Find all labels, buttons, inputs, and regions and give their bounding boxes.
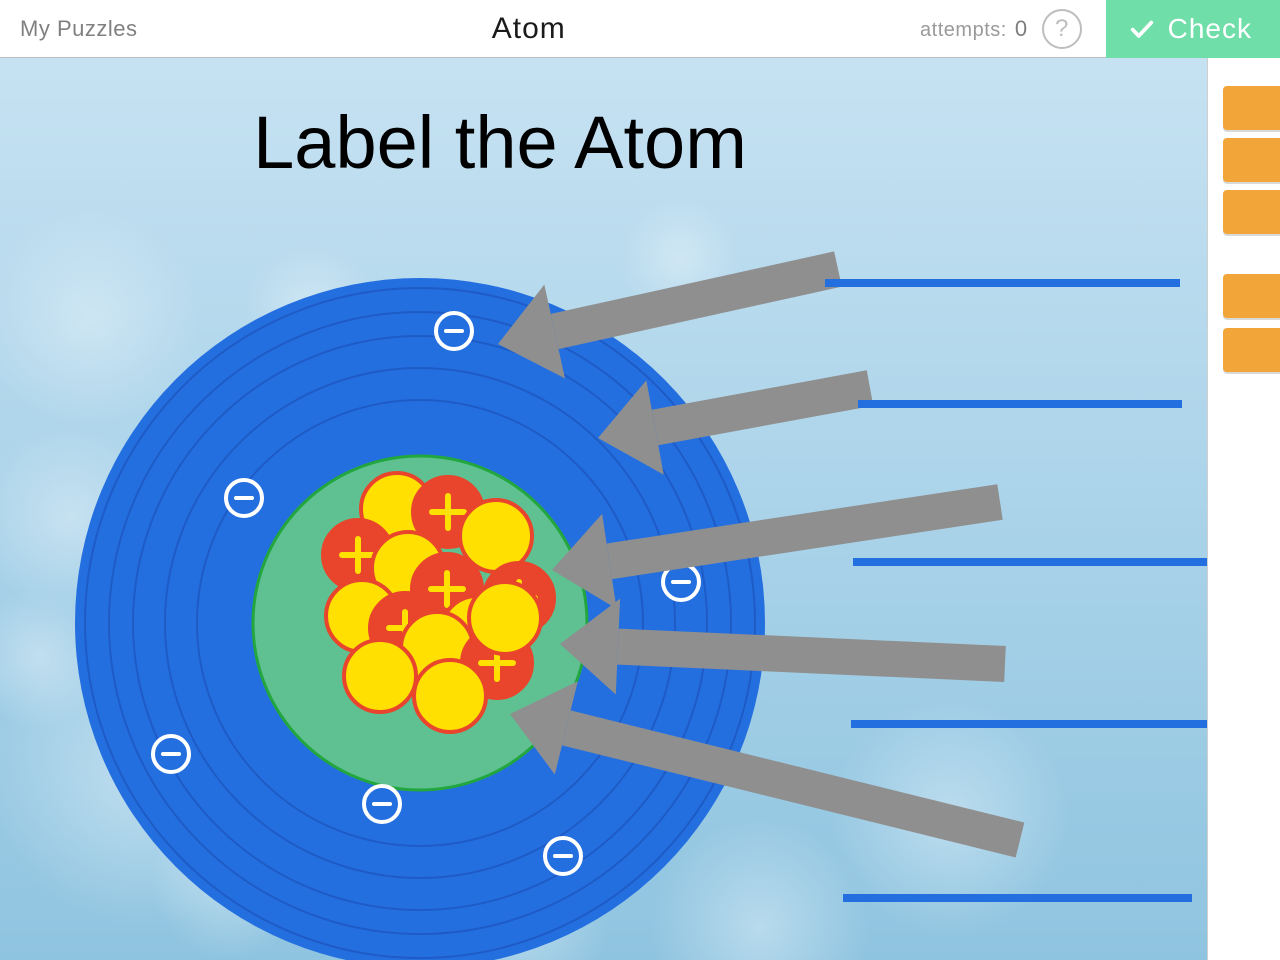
check-icon: [1128, 15, 1156, 43]
my-puzzles-link[interactable]: My Puzzles: [0, 16, 137, 42]
atom-diagram: Label the Atom: [0, 58, 1208, 960]
tile-tray: el: [1209, 58, 1280, 960]
label-tile[interactable]: el: [1223, 274, 1280, 318]
attempts-text: attempts:: [920, 19, 1007, 41]
page-title: Atom: [492, 12, 566, 45]
neutron: [469, 582, 541, 654]
label-tile[interactable]: [1223, 138, 1280, 182]
diagram-title: Label the Atom: [253, 101, 747, 184]
attempts-label: attempts: 0: [920, 16, 1028, 42]
check-label: Check: [1168, 13, 1252, 45]
neutron: [414, 660, 486, 732]
puzzle-stage: Label the Atom: [0, 58, 1208, 960]
top-bar: My Puzzles Atom attempts: 0 ? Check: [0, 0, 1280, 58]
check-button[interactable]: Check: [1106, 0, 1280, 58]
title-wrap: Atom: [137, 12, 920, 46]
attempts-count: 0: [1015, 16, 1028, 41]
topbar-right: attempts: 0 ? Check: [920, 0, 1280, 58]
label-tile[interactable]: [1223, 190, 1280, 234]
label-tile[interactable]: [1223, 86, 1280, 130]
label-tile[interactable]: [1223, 328, 1280, 372]
help-button[interactable]: ?: [1042, 9, 1082, 49]
neutron: [344, 640, 416, 712]
